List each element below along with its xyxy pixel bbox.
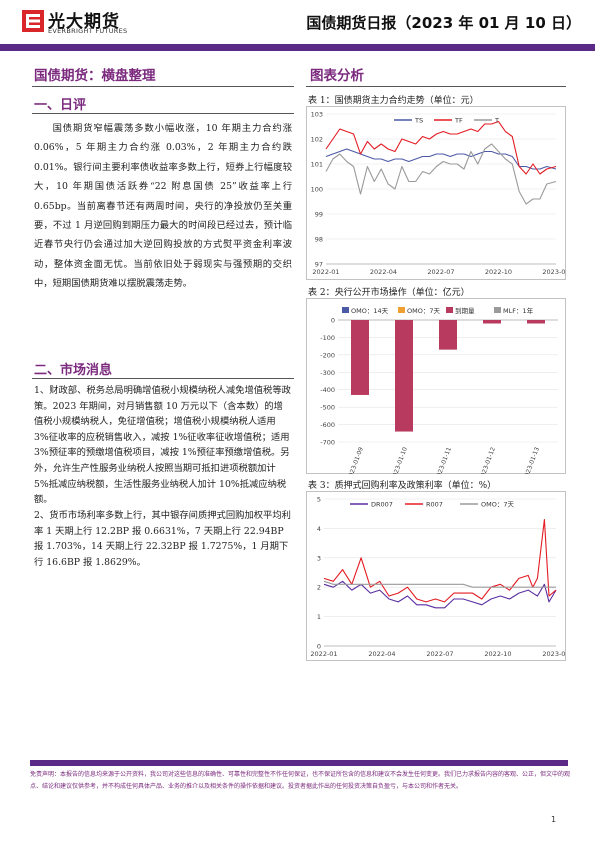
series-line-tf: [325, 120, 557, 175]
y-tick-label: 98: [315, 236, 323, 244]
series-line-t: [325, 143, 557, 205]
legend-swatch: [494, 307, 501, 313]
x-tick-label: 2023-01: [542, 268, 566, 276]
y-tick-label: 0: [317, 643, 321, 651]
y-tick-label: -200: [320, 351, 335, 359]
legend-swatch: [446, 307, 453, 313]
x-tick-label: 2023-01-11: [434, 446, 453, 474]
main-title-rule: [32, 86, 294, 87]
page-number: 1: [551, 815, 557, 824]
y-tick-label: 101: [311, 161, 323, 169]
daily-review-paragraph: 国债期货窄幅震荡多数小幅收涨，10 年期主力合约涨 0.06%，5 年期主力合约…: [34, 123, 292, 290]
legend-label: OMO：7天: [407, 307, 440, 315]
y-tick-label: -700: [320, 439, 335, 447]
y-tick-label: 3: [317, 554, 321, 562]
chart-frame: [306, 298, 566, 474]
bond-futures-price-chart: 97 98 99 100 101 102 103 2022-01 2022-04 2022-07 2…: [306, 106, 566, 280]
series-line-dr007: [323, 580, 557, 609]
y-tick-label: 2: [317, 584, 321, 592]
y-tick-label: 0: [331, 317, 335, 325]
x-tick-label: 2022-10: [484, 650, 511, 658]
legend-label: OMO：14天: [351, 307, 389, 315]
y-tick-label: 4: [317, 525, 321, 533]
section-rule: [32, 378, 294, 379]
main-title: 国债期货：横盘整理: [34, 68, 156, 84]
legend-swatch: [342, 307, 349, 313]
x-tick-label: 2022-04: [370, 268, 397, 276]
chart3-caption: 表 3：质押式回购利率及政策利率（单位：%）: [308, 481, 497, 491]
bar-2023-01-12: [483, 320, 501, 324]
bar-2023-01-09: [351, 320, 369, 395]
y-tick-label: 99: [315, 211, 323, 219]
legend-label: TS: [414, 117, 423, 125]
news-item: 2、货币市场利率多数上行，其中银存间质押式回购加权平均利率 1 天期上行 12.…: [34, 510, 291, 568]
x-tick-label: 2022-07: [427, 268, 454, 276]
legend-label: MLF：1年: [503, 306, 534, 315]
brand-name-cn: 光大期货: [48, 12, 120, 32]
series-line-r007: [323, 519, 557, 603]
section-heading-daily-review: 一、日评: [34, 98, 87, 113]
y-tick-label: -500: [320, 404, 335, 412]
x-tick-label: 2023-01-13: [522, 446, 541, 474]
news-item: 1、财政部、税务总局明确增值税小规模纳税人减免增值税等政策。2023 年期间，对…: [34, 385, 291, 506]
legend-label: R007: [426, 501, 443, 509]
y-tick-label: -400: [320, 386, 335, 394]
legend-label: DR007: [371, 501, 393, 509]
legend-label: TF: [454, 117, 463, 125]
chart2-caption: 表 2：央行公开市场操作（单位：亿元）: [308, 288, 470, 298]
x-tick-label: 2023-01-10: [390, 446, 409, 474]
x-tick-label: 2022-01: [310, 650, 337, 658]
y-tick-label: 102: [311, 136, 323, 144]
bar-2023-01-11: [439, 320, 457, 350]
repo-rate-chart: 0 1 2 3 4 5 2022-01 2022-04 2022-07 2022-10 2023-0…: [306, 491, 566, 661]
bar-2023-01-10: [395, 320, 413, 432]
series-line-ts: [325, 148, 557, 170]
section-rule: [32, 113, 294, 114]
section-heading-market-news: 二、市场消息: [34, 363, 113, 378]
series-line-omo-7-: [323, 580, 556, 588]
legend-swatch: [398, 307, 405, 313]
y-tick-label: -300: [320, 369, 335, 377]
x-tick-label: 2022-07: [426, 650, 453, 658]
x-tick-label: 2022-10: [485, 268, 512, 276]
bar-2023-01-13: [527, 320, 545, 324]
x-tick-label: 2023-01-09: [346, 446, 365, 474]
y-tick-label: 103: [311, 111, 323, 119]
x-tick-label: 2022-01: [312, 268, 339, 276]
legend-label: OMO：7天: [481, 501, 514, 509]
report-title: 国债期货日报（2023 年 01 月 10 日）: [306, 14, 581, 32]
chart-section-rule: [306, 86, 566, 87]
x-tick-label: 2022-04: [368, 650, 395, 658]
header-divider-bar: [0, 44, 595, 51]
x-tick-label: 2023-01: [542, 650, 566, 658]
x-tick-label: 2023-01-12: [478, 446, 497, 474]
legend-label: T: [494, 117, 499, 125]
y-tick-label: -100: [320, 334, 335, 342]
disclaimer-text: 免责声明：本报告的信息均来源于公开资料，我公司对这些信息的准确性、可靠性和完整性…: [30, 771, 571, 790]
y-tick-label: 5: [317, 496, 321, 504]
y-tick-label: 1: [317, 613, 321, 621]
y-tick-label: 97: [315, 261, 323, 269]
y-tick-label: -600: [320, 421, 335, 429]
footer-divider-bar: [30, 760, 568, 766]
y-tick-label: 100: [311, 186, 323, 194]
chart1-caption: 表 1：国债期货主力合约走势（单位：元）: [308, 96, 479, 106]
company-logo: [22, 10, 44, 32]
brand-name-en: EVERBRIGHT FUTURES: [48, 27, 128, 35]
open-market-operations-chart: 0 -100 -200 -300 -400 -500 -600 -700 2023-01-09 2…: [306, 298, 566, 474]
chart-frame: [306, 491, 566, 661]
chart-section-title: 图表分析: [310, 68, 364, 84]
legend-label: 到期量: [455, 307, 475, 315]
chart-frame: [306, 106, 566, 280]
